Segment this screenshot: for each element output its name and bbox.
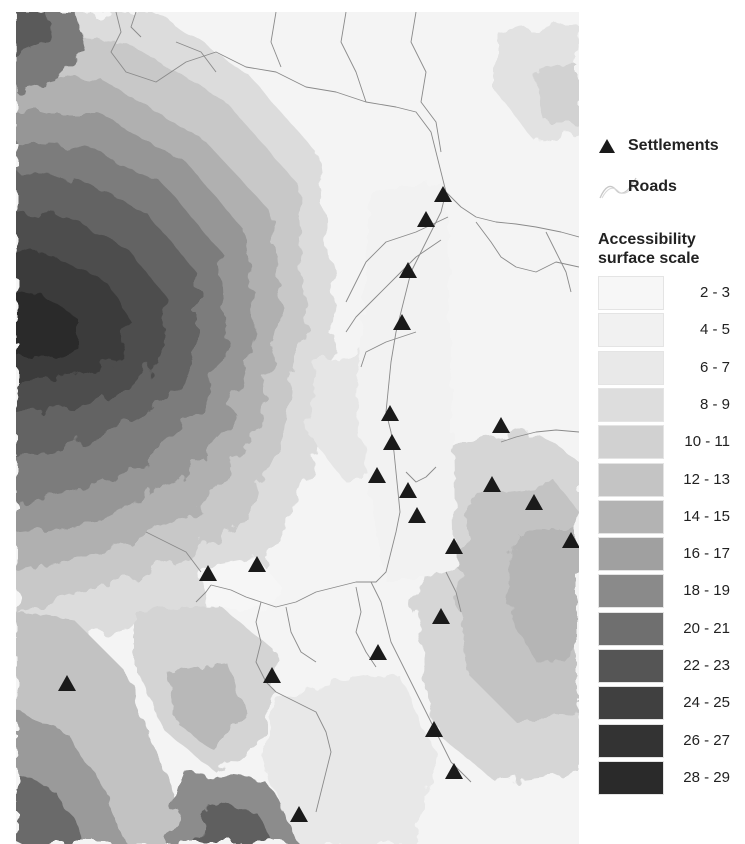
settlement-marker	[393, 314, 411, 330]
settlement-marker	[445, 763, 463, 779]
settlement-marker	[399, 262, 417, 278]
road-line-icon	[599, 177, 639, 199]
settlement-marker	[417, 211, 435, 227]
settlement-marker	[381, 405, 399, 421]
settlement-marker	[369, 644, 387, 660]
road	[130, 12, 142, 38]
road	[445, 571, 462, 613]
scale-label: 26 - 27	[683, 731, 730, 749]
scale-label: 6 - 7	[699, 358, 730, 376]
surface-zone	[16, 772, 86, 844]
scale-label: 12 - 13	[683, 470, 730, 488]
road	[285, 606, 317, 663]
road	[445, 191, 579, 238]
road	[210, 191, 447, 608]
settlement-marker	[492, 417, 510, 433]
accessibility-surface	[16, 12, 579, 844]
settlement-marker	[408, 507, 426, 523]
road	[360, 331, 417, 368]
scale-label: 18 - 19	[683, 582, 730, 600]
scale-label: 24 - 25	[683, 694, 730, 712]
scale-swatch	[598, 499, 664, 534]
road	[345, 239, 442, 333]
settlement-marker	[199, 565, 217, 581]
road	[405, 466, 437, 483]
settlement-markers	[58, 186, 579, 822]
road	[340, 12, 367, 103]
settlement-marker	[58, 675, 76, 691]
surface-zone	[16, 292, 76, 357]
scale-label: 16 - 17	[683, 545, 730, 563]
legend-settlements-label: Settlements	[628, 137, 719, 154]
scale-swatch	[598, 313, 664, 348]
scale-label: 2 - 3	[699, 284, 730, 301]
settlement-triangle-icon	[599, 139, 615, 153]
surface-zone	[266, 672, 436, 844]
scale-label: 10 - 11	[684, 433, 730, 451]
scale-swatch	[598, 350, 664, 385]
scale-swatch	[598, 649, 664, 683]
road	[110, 12, 447, 193]
scale-label: 28 - 29	[683, 768, 730, 786]
settlement-marker	[425, 721, 443, 737]
scale-title: Accessibility surface scale	[598, 231, 700, 267]
scale-label: 14 - 15	[683, 507, 730, 525]
road	[145, 531, 202, 573]
scale-swatch	[598, 723, 664, 758]
map-canvas	[16, 12, 579, 844]
settlement-marker	[483, 476, 501, 492]
road	[410, 12, 442, 153]
scale-swatch	[598, 425, 664, 460]
surface-zone	[506, 532, 579, 662]
road	[175, 41, 217, 73]
scale-swatch	[598, 387, 664, 422]
settlement-marker	[263, 667, 281, 683]
settlement-marker	[368, 467, 386, 483]
settlement-marker	[525, 494, 543, 510]
road	[545, 231, 572, 293]
scale-swatch	[598, 276, 664, 310]
scale-label: 22 - 23	[683, 657, 730, 674]
settlement-marker	[432, 608, 450, 624]
legend-roads-label: Roads	[628, 178, 677, 195]
surface-zone	[166, 662, 246, 752]
settlement-marker	[290, 806, 308, 822]
road-network	[110, 12, 579, 813]
accessibility-map	[16, 12, 579, 844]
settlement-marker	[383, 434, 401, 450]
road	[270, 12, 282, 68]
road	[355, 586, 377, 668]
scale-swatch	[598, 462, 664, 497]
road	[345, 216, 449, 303]
settlement-marker	[562, 532, 579, 548]
scale-swatch	[598, 611, 664, 646]
road	[370, 581, 472, 783]
surface-zone	[196, 802, 276, 844]
scale-label: 20 - 21	[683, 619, 730, 637]
road	[500, 429, 579, 443]
scale-swatch	[598, 537, 664, 572]
surface-zone	[531, 67, 579, 122]
road	[255, 601, 332, 813]
surface-zone	[16, 12, 51, 57]
settlement-marker	[445, 538, 463, 554]
settlement-marker	[248, 556, 266, 572]
scale-swatch	[598, 686, 664, 721]
settlement-marker	[399, 482, 417, 498]
road	[195, 584, 212, 603]
settlement-marker	[434, 186, 452, 202]
scale-swatch	[598, 574, 664, 609]
scale-swatch	[598, 760, 664, 795]
scale-label: 4 - 5	[699, 321, 730, 339]
road	[475, 221, 579, 273]
scale-label: 8 - 9	[699, 395, 730, 413]
